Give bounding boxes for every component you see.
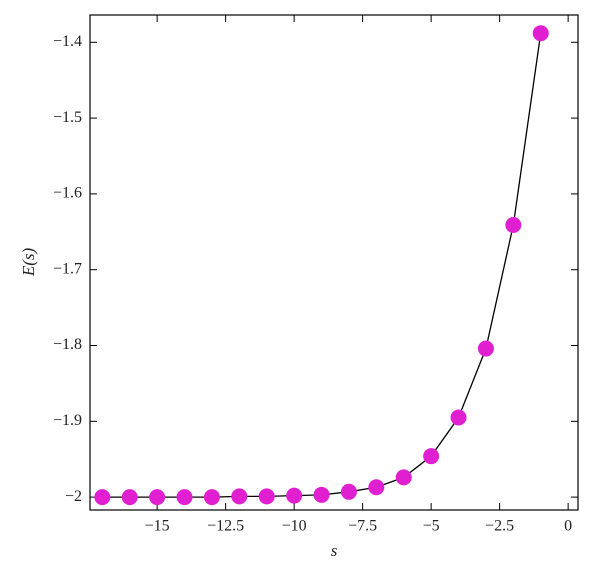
plot-frame	[89, 14, 579, 511]
point	[231, 488, 248, 505]
y-tick-label: −1.7	[53, 260, 82, 277]
point	[203, 489, 220, 506]
point	[340, 483, 357, 500]
y-tick-label: −1.8	[53, 336, 82, 353]
point	[286, 487, 303, 504]
x-tick-label: −15	[145, 518, 170, 535]
point	[121, 489, 138, 506]
x-tick-label: −12.5	[207, 518, 244, 535]
y-tick-label: −1.9	[53, 412, 82, 429]
y-tick-label: −1.5	[53, 109, 82, 126]
point	[94, 489, 111, 506]
x-tick-label: −7.5	[348, 518, 377, 535]
point	[423, 448, 440, 465]
y-tick-label: −2	[65, 488, 82, 505]
point	[395, 469, 412, 486]
point	[368, 479, 385, 496]
fit-line	[102, 33, 542, 498]
point	[450, 409, 467, 426]
point	[532, 25, 549, 42]
point	[505, 216, 522, 233]
x-axis-label: s	[331, 541, 338, 560]
x-tick-label: −10	[282, 518, 307, 535]
y-tick-label: −1.6	[53, 185, 82, 202]
x-tick-label: −5	[423, 518, 440, 535]
point	[477, 340, 494, 357]
y-axis-label: E(s)	[19, 248, 38, 278]
y-tick-label: −1.4	[53, 33, 82, 50]
x-tick-label: 0	[564, 518, 572, 535]
point	[149, 489, 166, 506]
point	[176, 489, 193, 506]
x-tick-label: −2.5	[485, 518, 514, 535]
point	[258, 488, 275, 505]
point	[313, 486, 330, 503]
